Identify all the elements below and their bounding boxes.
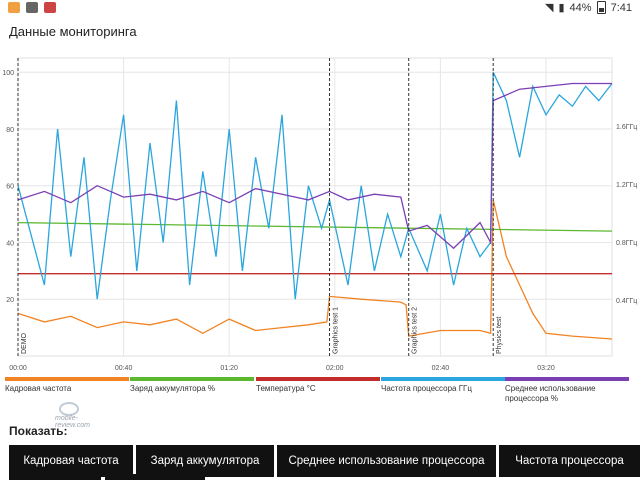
y-right-tick-label: 1.2ГГц bbox=[616, 182, 637, 189]
chart-svg: 20 40 60 80 100 00:00 00:40 01:20 02:00 02:40 03:2… bbox=[2, 57, 637, 372]
battery-percent: 44% bbox=[569, 1, 592, 14]
test-marker-label: Graphics test 2 bbox=[412, 307, 419, 354]
legend-item: Частота процессора ГГц bbox=[381, 377, 505, 407]
app-notification-icon bbox=[8, 2, 20, 13]
y-right-tick-label: 0.8ГГц bbox=[616, 240, 637, 247]
more-buttons-row[interactable] bbox=[105, 474, 205, 480]
x-tick-label: 03:20 bbox=[537, 365, 555, 372]
test-marker-label: Physics test bbox=[496, 317, 503, 354]
y-right-tick-label: 0.4ГГц bbox=[616, 298, 637, 305]
y-right-tick-label: 1.6ГГц bbox=[616, 124, 637, 131]
legend-item: Заряд аккумулятора % bbox=[130, 377, 254, 407]
legend-color-bar bbox=[505, 377, 629, 381]
series-line-2 bbox=[17, 221, 613, 232]
y-left-tick-label: 20 bbox=[6, 297, 14, 304]
x-tick-label: 00:00 bbox=[9, 365, 27, 372]
watermark: mobile-review.com bbox=[55, 402, 107, 429]
x-tick-label: 02:40 bbox=[432, 365, 450, 372]
wifi-icon: ◥ bbox=[545, 2, 554, 14]
y-left-tick-label: 80 bbox=[6, 127, 14, 134]
legend-label: Заряд аккумулятора % bbox=[130, 384, 215, 393]
legend-label: Среднее использование процессора % bbox=[505, 384, 596, 403]
legend-color-bar bbox=[5, 377, 129, 381]
y-left-tick-label: 100 bbox=[2, 70, 14, 77]
chart-legend: Кадровая частота Заряд аккумулятора % Темп… bbox=[0, 377, 640, 407]
toggle-framerate-button[interactable]: Кадровая частота bbox=[9, 445, 133, 477]
app-notification-icon bbox=[44, 2, 56, 13]
toggle-cpu-usage-button[interactable]: Среднее использование процессора bbox=[277, 445, 496, 477]
series-line-4 bbox=[17, 71, 613, 300]
series-toggle-buttons: Кадровая частота Заряд аккумулятора Сред… bbox=[9, 445, 640, 480]
monitoring-chart: 20 40 60 80 100 00:00 00:40 01:20 02:00 02:40 03:2… bbox=[0, 50, 640, 380]
status-right: ◥ ▮ 44% 7:41 bbox=[545, 1, 632, 14]
battery-icon bbox=[596, 1, 606, 14]
legend-item: Среднее использование процессора % bbox=[505, 377, 633, 407]
legend-item: Кадровая частота bbox=[5, 377, 129, 407]
watermark-logo-icon bbox=[59, 402, 79, 416]
toggle-battery-button[interactable]: Заряд аккумулятора bbox=[136, 445, 274, 477]
show-label: Показать: bbox=[9, 424, 68, 438]
series-line-1 bbox=[17, 199, 613, 340]
clock: 7:41 bbox=[610, 1, 632, 14]
test-marker-label: DEMO bbox=[21, 332, 28, 354]
watermark-text: mobile-review.com bbox=[55, 415, 91, 429]
x-tick-label: 02:00 bbox=[326, 365, 344, 372]
x-tick-label: 01:20 bbox=[220, 365, 238, 372]
legend-label: Температура °C bbox=[256, 384, 316, 393]
legend-item: Температура °C bbox=[256, 377, 380, 407]
signal-icon: ▮ bbox=[558, 2, 565, 14]
y-left-tick-label: 40 bbox=[6, 240, 14, 247]
legend-label: Кадровая частота bbox=[5, 384, 72, 393]
more-buttons-row[interactable] bbox=[9, 474, 101, 480]
x-tick-label: 00:40 bbox=[115, 365, 133, 372]
toggle-cpu-frequency-button[interactable]: Частота процессора bbox=[499, 445, 640, 477]
test-marker-label: Graphics test 1 bbox=[333, 307, 340, 354]
notification-icons bbox=[8, 2, 56, 13]
legend-label: Частота процессора ГГц bbox=[381, 384, 472, 393]
legend-color-bar bbox=[381, 377, 505, 381]
legend-color-bar bbox=[256, 377, 380, 381]
status-bar: ◥ ▮ 44% 7:41 bbox=[0, 0, 640, 16]
app-notification-icon bbox=[26, 2, 38, 13]
y-left-tick-label: 60 bbox=[6, 184, 14, 191]
legend-color-bar bbox=[130, 377, 254, 381]
page-title: Данные мониторинга bbox=[9, 24, 137, 39]
